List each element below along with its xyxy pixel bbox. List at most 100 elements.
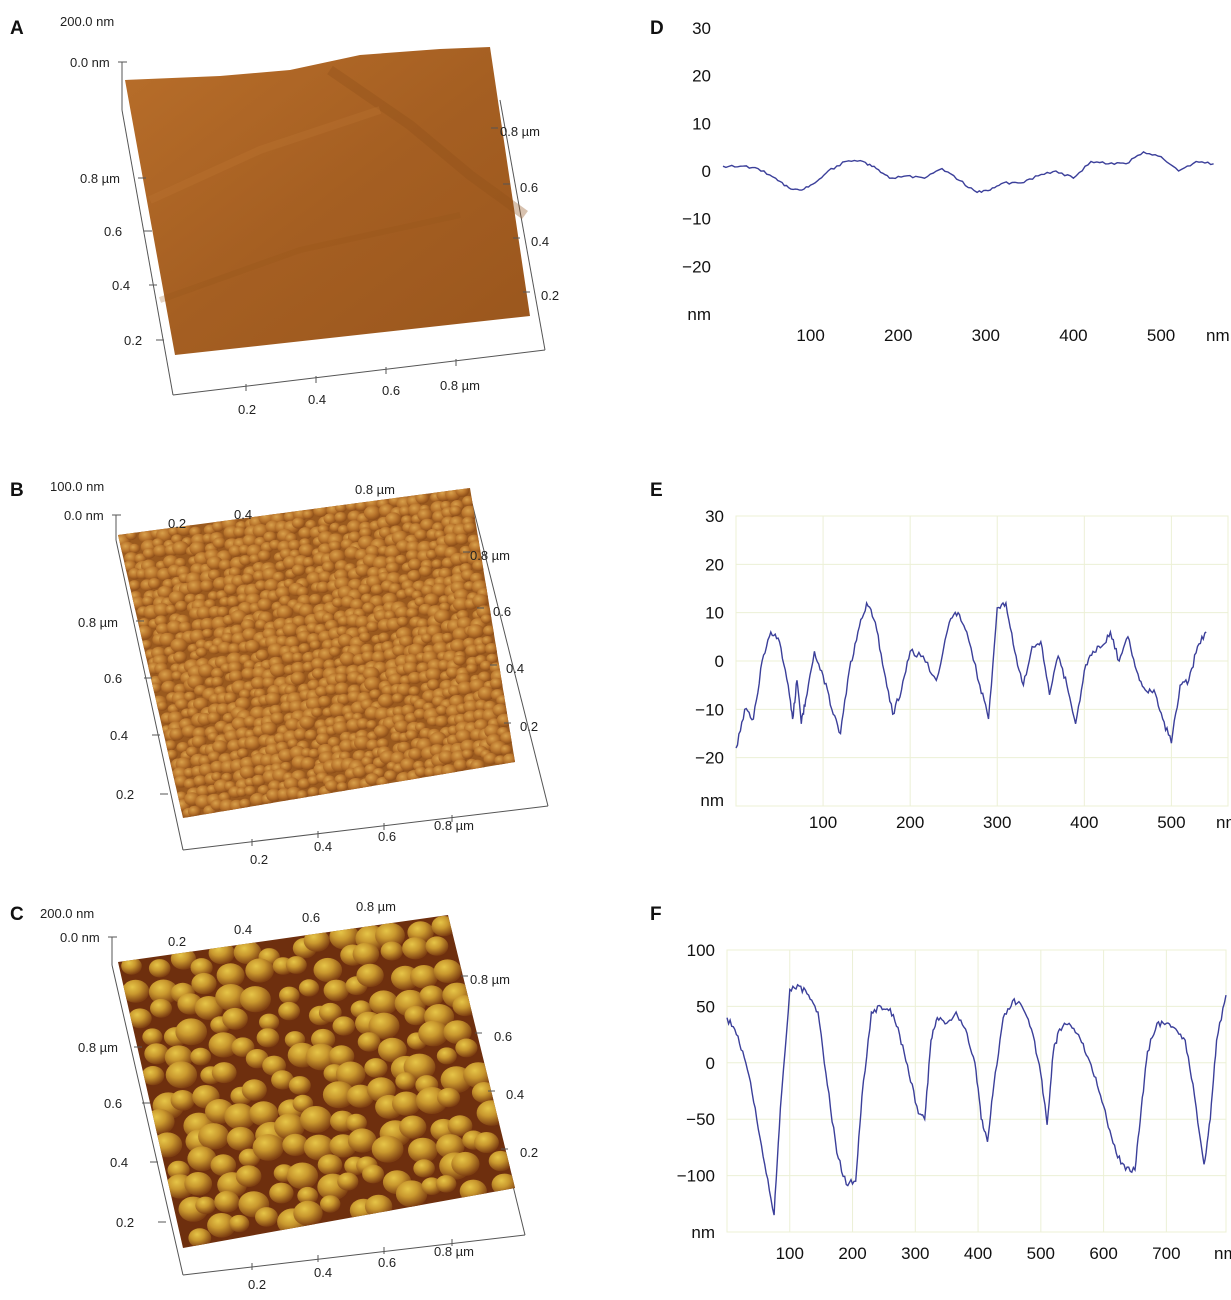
grain bbox=[226, 1126, 255, 1151]
grain bbox=[366, 621, 379, 632]
right-tick-label: 0.6 bbox=[520, 180, 538, 195]
grain bbox=[189, 541, 206, 556]
grain bbox=[490, 677, 504, 690]
grain bbox=[271, 1070, 294, 1090]
grain bbox=[140, 640, 152, 650]
grain bbox=[337, 525, 350, 535]
grain bbox=[172, 541, 190, 556]
grain bbox=[345, 1113, 367, 1132]
grain bbox=[212, 521, 225, 532]
grain bbox=[474, 1132, 499, 1153]
top-tick-label: 0.4 bbox=[234, 507, 252, 522]
grain bbox=[395, 606, 410, 619]
y-tick-label: 30 bbox=[705, 507, 724, 526]
grain bbox=[218, 559, 232, 571]
grain bbox=[356, 718, 370, 730]
grain bbox=[169, 728, 185, 741]
grain bbox=[355, 615, 371, 629]
panel-label-f: F bbox=[650, 904, 662, 925]
grain bbox=[413, 1159, 435, 1178]
grain bbox=[336, 782, 348, 792]
grain bbox=[364, 1058, 388, 1078]
right-axis-ticks-b: 0.8 µm 0.6 0.4 0.2 bbox=[463, 548, 538, 734]
grain bbox=[313, 957, 343, 983]
grain bbox=[231, 1037, 255, 1057]
grain bbox=[171, 671, 183, 681]
panel-label-e: E bbox=[650, 480, 663, 501]
y-axis-unit-label: nm bbox=[687, 305, 711, 324]
grain bbox=[291, 564, 306, 576]
left-tick-label: 0.6 bbox=[104, 1096, 122, 1111]
grain bbox=[296, 586, 309, 597]
grain bbox=[195, 647, 208, 658]
grain bbox=[400, 758, 416, 772]
grain bbox=[249, 792, 266, 807]
grain bbox=[268, 780, 282, 792]
grain bbox=[480, 660, 492, 671]
grain bbox=[392, 644, 407, 657]
grain bbox=[143, 566, 161, 581]
grain bbox=[453, 654, 466, 666]
grain bbox=[349, 598, 365, 611]
right-tick-label: 0.8 µm bbox=[500, 124, 540, 139]
grain bbox=[334, 673, 348, 684]
right-tick-label: 0.8 µm bbox=[470, 972, 510, 987]
grain bbox=[436, 1047, 457, 1065]
grain bbox=[233, 940, 262, 965]
grain bbox=[359, 632, 372, 643]
grain bbox=[282, 1133, 309, 1156]
grain bbox=[472, 594, 489, 608]
grain bbox=[429, 731, 447, 747]
grain bbox=[416, 662, 430, 674]
grain bbox=[307, 787, 320, 797]
grain bbox=[450, 639, 467, 653]
grain bbox=[329, 702, 347, 718]
grain bbox=[221, 632, 235, 644]
grain bbox=[241, 573, 254, 584]
grain bbox=[193, 775, 207, 787]
grain bbox=[372, 556, 390, 571]
grain bbox=[408, 748, 423, 761]
grain bbox=[121, 957, 142, 975]
grain bbox=[188, 1228, 212, 1248]
grain bbox=[298, 527, 313, 540]
grain bbox=[293, 728, 308, 741]
grain bbox=[170, 638, 188, 653]
right-axis-a bbox=[499, 99, 546, 351]
grain bbox=[249, 1101, 279, 1127]
y-tick-label: 20 bbox=[705, 555, 724, 574]
grain bbox=[175, 600, 188, 612]
grain bbox=[259, 1013, 280, 1031]
grain bbox=[376, 738, 389, 749]
grain bbox=[228, 670, 244, 683]
grain bbox=[176, 742, 190, 753]
grain bbox=[332, 721, 349, 735]
grain bbox=[443, 532, 460, 547]
grain bbox=[244, 785, 257, 797]
y-tick-label: −50 bbox=[686, 1110, 715, 1129]
grain bbox=[334, 682, 350, 696]
grain bbox=[355, 564, 371, 577]
grain bbox=[371, 651, 387, 664]
grain bbox=[257, 598, 273, 611]
grain bbox=[148, 979, 179, 1005]
y-tick-label: −10 bbox=[682, 210, 711, 229]
grain bbox=[309, 640, 321, 650]
grain bbox=[128, 543, 140, 554]
x-tick-label: 500 bbox=[1157, 813, 1185, 832]
grain bbox=[446, 666, 460, 679]
grain bbox=[414, 596, 426, 607]
grain bbox=[223, 583, 238, 595]
grain bbox=[136, 625, 153, 640]
grain bbox=[322, 561, 335, 573]
grain bbox=[323, 513, 337, 525]
left-axis-c bbox=[111, 964, 184, 1276]
grain bbox=[311, 707, 323, 718]
grain bbox=[396, 616, 409, 627]
grain bbox=[274, 1113, 305, 1140]
grain bbox=[210, 1154, 237, 1177]
grain bbox=[368, 1012, 400, 1039]
grain bbox=[308, 593, 322, 605]
grain bbox=[491, 1173, 515, 1196]
grain bbox=[484, 643, 499, 655]
